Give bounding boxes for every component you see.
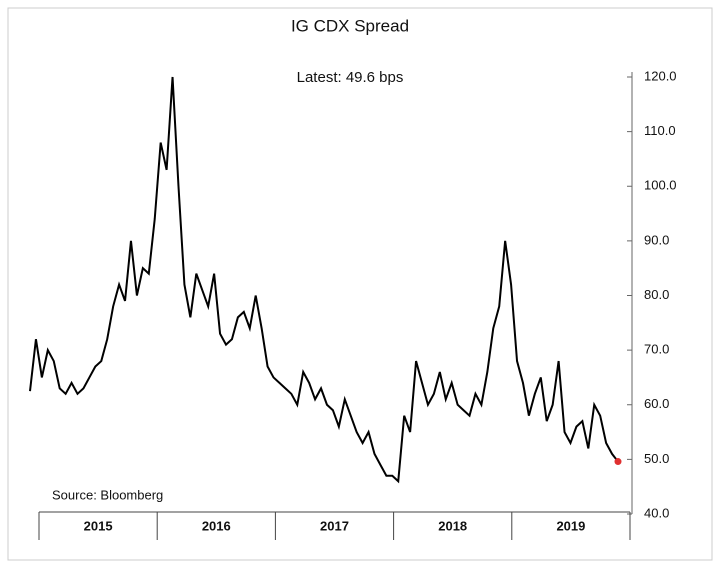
- x-tick-label: 2019: [556, 518, 585, 533]
- annotation: Latest: 49.6 bps: [297, 69, 404, 86]
- x-tick-label: 2017: [320, 518, 349, 533]
- frame: [7, 7, 713, 561]
- y-tick-label: 40.0: [644, 505, 669, 520]
- y-tick-label: 100.0: [644, 178, 677, 193]
- x-tick-label: 2016: [202, 518, 231, 533]
- y-tick-label: 110.0: [644, 123, 676, 138]
- latest-marker: [614, 458, 622, 466]
- y-tick-label: 50.0: [644, 451, 669, 466]
- series-line: [29, 76, 619, 484]
- chart-title: IG CDX Spread: [291, 16, 409, 35]
- y-tick-label: 80.0: [644, 287, 669, 302]
- y-tick-label: 120.0: [644, 68, 677, 83]
- y-tick-label: 90.0: [644, 232, 669, 247]
- x-tick-label: 2018: [438, 518, 467, 533]
- y-tick-label: 70.0: [644, 342, 669, 357]
- source-note: Source: Bloomberg: [52, 487, 163, 502]
- y-tick-label: 60.0: [644, 396, 669, 411]
- x-tick-label: 2015: [84, 518, 113, 533]
